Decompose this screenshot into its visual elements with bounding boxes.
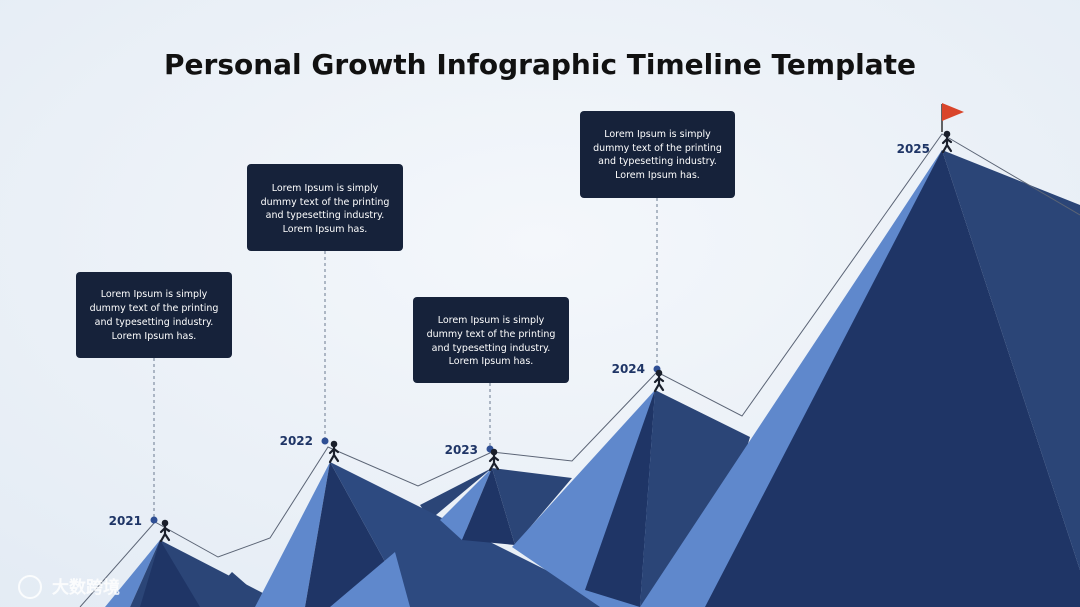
note-line: Lorem Ipsum is simply [101, 289, 208, 300]
year: 2021 [109, 514, 142, 528]
watermark-text: 大数跨境 [52, 577, 120, 598]
note-box: Lorem Ipsum is simply dummy text of the … [76, 272, 232, 358]
note-line: Lorem Ipsum is simply [604, 129, 711, 140]
note-line: dummy text of the printing [90, 303, 219, 314]
year: 2023 [445, 443, 478, 457]
mountains [105, 150, 1080, 607]
year: 2025 [897, 142, 930, 156]
note-line: dummy text of the printing [261, 197, 390, 208]
note-line: Lorem Ipsum has. [283, 224, 368, 235]
note-line: and typesetting industry. [432, 343, 551, 354]
note-line: dummy text of the printing [593, 143, 722, 154]
note-line: and typesetting industry. [598, 156, 717, 167]
note-line: and typesetting industry. [266, 210, 385, 221]
route-line [79, 133, 1080, 607]
note-line: dummy text of the printing [427, 329, 556, 340]
note-line: Lorem Ipsum has. [615, 170, 700, 181]
note-box: Lorem Ipsum is simply dummy text of the … [247, 164, 403, 251]
note-line: Lorem Ipsum has. [112, 331, 197, 342]
year: 2022 [280, 434, 313, 448]
note-line: Lorem Ipsum has. [449, 356, 534, 367]
note-box: Lorem Ipsum is simply dummy text of the … [580, 111, 735, 198]
note-line: Lorem Ipsum is simply [272, 183, 379, 194]
connectors [153, 198, 658, 520]
year-labels: 2021 2022 2023 2024 2025 [109, 142, 930, 528]
flag [941, 103, 964, 132]
note-line: Lorem Ipsum is simply [438, 315, 545, 326]
note-box: Lorem Ipsum is simply dummy text of the … [413, 297, 569, 383]
year: 2024 [612, 362, 645, 376]
title: Personal Growth Infographic Timeline Tem… [164, 48, 916, 81]
climbers [159, 130, 953, 543]
note-line: and typesetting industry. [95, 317, 214, 328]
watermark: 大数跨境 [18, 575, 120, 599]
